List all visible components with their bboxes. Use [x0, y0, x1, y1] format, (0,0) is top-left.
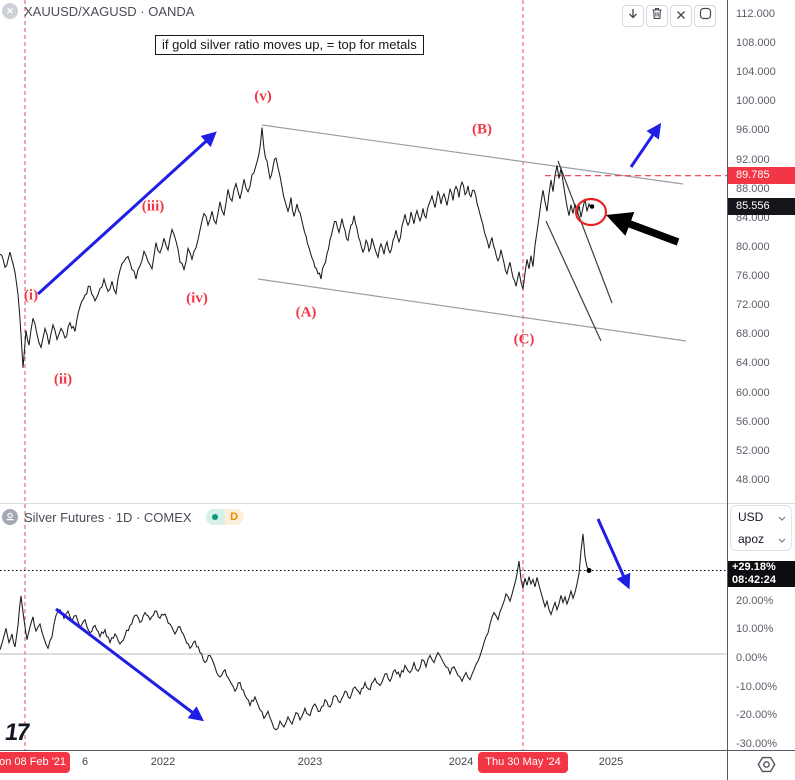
- status-dot-icon: [205, 509, 225, 525]
- price-tick: 64.000: [736, 357, 770, 370]
- wedge-trendline[interactable]: [557, 160, 613, 304]
- price-tick: 92.000: [736, 153, 770, 166]
- fullscreen-icon: [699, 7, 712, 25]
- interval-pill[interactable]: D: [205, 509, 244, 525]
- price-tick: 48.000: [736, 473, 770, 486]
- crosshair-date-badge-right: Thu 30 May '24: [478, 752, 568, 773]
- blue-arrow-drawing[interactable]: [629, 122, 662, 168]
- blue-arrow-drawing[interactable]: [596, 518, 631, 590]
- crosshair-date-badge-left: Mon 08 Feb '21: [0, 752, 70, 773]
- percent-tick: 0.00%: [736, 652, 768, 664]
- chart-note-annotation[interactable]: if gold silver ratio moves up, = top for…: [155, 35, 424, 55]
- channel-trendline[interactable]: [257, 278, 687, 342]
- wave-label[interactable]: (iii): [141, 198, 165, 215]
- pane-separator[interactable]: [0, 503, 795, 504]
- percent-tick: 10.00%: [736, 623, 774, 636]
- channel-trendline[interactable]: [261, 124, 684, 185]
- wedge-trendline[interactable]: [545, 220, 602, 342]
- download-button[interactable]: [622, 5, 644, 27]
- price-tick: 112.000: [736, 8, 775, 20]
- price-tick: 52.000: [736, 444, 770, 457]
- wave-label[interactable]: (i): [23, 287, 39, 304]
- time-axis-border: [0, 750, 795, 751]
- wave-label[interactable]: (v): [254, 88, 272, 105]
- unit-select[interactable]: apoz: [731, 528, 791, 550]
- marked-price-label: 89.785: [728, 167, 795, 184]
- axis-unit-selector: USD apoz: [730, 505, 792, 551]
- unit-value: apoz: [738, 532, 765, 546]
- time-tick: 2025: [598, 756, 624, 768]
- blue-arrow-drawing[interactable]: [36, 131, 217, 296]
- countdown-timer: 08:42:24: [732, 574, 777, 586]
- time-tick: 6: [81, 756, 89, 768]
- highlight-circle-drawing[interactable]: [574, 197, 608, 227]
- price-tick: 100.000: [736, 95, 776, 108]
- price-tick: 108.000: [736, 37, 776, 50]
- wave-label[interactable]: (iv): [186, 290, 208, 307]
- pane1-title[interactable]: XAUUSD/XAGUSD · OANDA: [24, 3, 195, 19]
- symbol-close-icon[interactable]: ✕: [2, 3, 18, 19]
- chevron-down-icon: [778, 532, 786, 546]
- price-tick: 60.000: [736, 386, 770, 399]
- silver-futures-icon: [2, 509, 18, 525]
- pane2-title[interactable]: Silver Futures · 1D · COMEX: [24, 509, 192, 525]
- change-countdown-badge: +29.18% 08:42:24: [728, 561, 795, 587]
- trash-icon: [651, 7, 663, 25]
- black-arrow-drawing[interactable]: [606, 212, 680, 246]
- time-tick: 2022: [150, 756, 176, 768]
- price-tick: 88.000: [736, 182, 770, 195]
- percent-tick: 20.00%: [736, 594, 774, 607]
- fullscreen-button[interactable]: [694, 5, 716, 27]
- tradingview-logo[interactable]: 17: [3, 719, 30, 746]
- wave-label[interactable]: (C): [513, 331, 535, 348]
- price-axis-border: [727, 0, 728, 780]
- axis-settings-icon[interactable]: [756, 754, 777, 780]
- pane2-price-series: [0, 533, 590, 731]
- pane1-last-price-dot: [589, 204, 595, 209]
- download-icon: [627, 7, 639, 25]
- time-tick: 2024: [448, 756, 474, 768]
- price-tick: 96.000: [736, 124, 770, 137]
- time-tick: 2023: [297, 756, 323, 768]
- blue-arrow-drawing[interactable]: [55, 607, 204, 722]
- price-tick: 72.000: [736, 299, 770, 312]
- currency-select[interactable]: USD: [731, 506, 791, 528]
- price-tick: 104.000: [736, 66, 776, 79]
- pane1-header: ✕ XAUUSD/XAGUSD · OANDA: [2, 3, 194, 19]
- interval-letter: D: [224, 509, 244, 525]
- change-percent: +29.18%: [732, 561, 776, 573]
- wave-label[interactable]: (ii): [53, 371, 73, 388]
- wave-label[interactable]: (B): [472, 121, 492, 138]
- currency-value: USD: [738, 510, 764, 524]
- pane1-price-series: [0, 127, 593, 368]
- pane2-header: Silver Futures · 1D · COMEX D: [2, 509, 244, 525]
- percent-tick: -20.00%: [736, 709, 777, 722]
- price-tick: 80.000: [736, 240, 770, 253]
- chevron-down-icon: [778, 510, 786, 524]
- price-tick: 68.000: [736, 328, 770, 341]
- wave-label[interactable]: (A): [295, 304, 317, 321]
- price-tick: 76.000: [736, 270, 770, 283]
- close-button[interactable]: [670, 5, 692, 27]
- percent-tick: -30.00%: [736, 737, 777, 750]
- percent-tick: -10.00%: [736, 680, 777, 693]
- current-price-label: 85.556: [728, 198, 795, 215]
- trash-button[interactable]: [646, 5, 668, 27]
- close-icon: [676, 7, 686, 25]
- pane2-last-price-dot: [586, 568, 592, 573]
- price-tick: 56.000: [736, 415, 770, 428]
